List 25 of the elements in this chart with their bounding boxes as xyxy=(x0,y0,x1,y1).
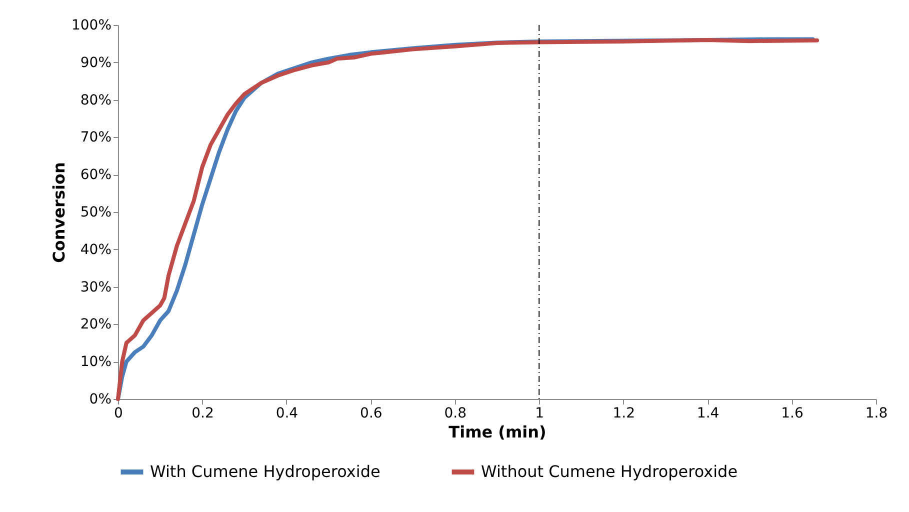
y-tick-label: 60% xyxy=(80,167,112,184)
x-tick-label: 0.8 xyxy=(444,406,467,422)
y-tick-label: 100% xyxy=(71,18,112,34)
y-tick-label: 30% xyxy=(80,279,112,296)
x-tick-label: 0 xyxy=(114,406,123,422)
y-tick-label: 70% xyxy=(80,130,112,146)
legend-label: Without Cumene Hydroperoxide xyxy=(481,462,738,481)
y-tick-label: 40% xyxy=(80,242,112,258)
y-tick-label: 20% xyxy=(80,316,112,333)
legend-label: With Cumene Hydroperoxide xyxy=(150,462,380,481)
y-axis-title: Conversion xyxy=(49,162,68,263)
x-tick-label: 1.2 xyxy=(612,406,635,422)
x-tick-label: 0.6 xyxy=(360,406,382,422)
y-tick-label: 80% xyxy=(80,92,112,108)
x-axis-title: Time (min) xyxy=(448,422,546,442)
y-tick-label: 0% xyxy=(89,392,112,408)
x-tick-label: 1.4 xyxy=(696,406,720,422)
x-tick-label: 1.8 xyxy=(865,406,888,422)
y-tick-label: 50% xyxy=(80,204,112,220)
y-tick-label: 10% xyxy=(80,354,112,370)
y-tick-label: 90% xyxy=(80,54,112,71)
x-tick-label: 1 xyxy=(535,406,544,422)
x-tick-label: 0.4 xyxy=(276,406,298,422)
x-tick-label: 0.2 xyxy=(192,406,214,422)
x-tick-label: 1.6 xyxy=(781,406,804,422)
